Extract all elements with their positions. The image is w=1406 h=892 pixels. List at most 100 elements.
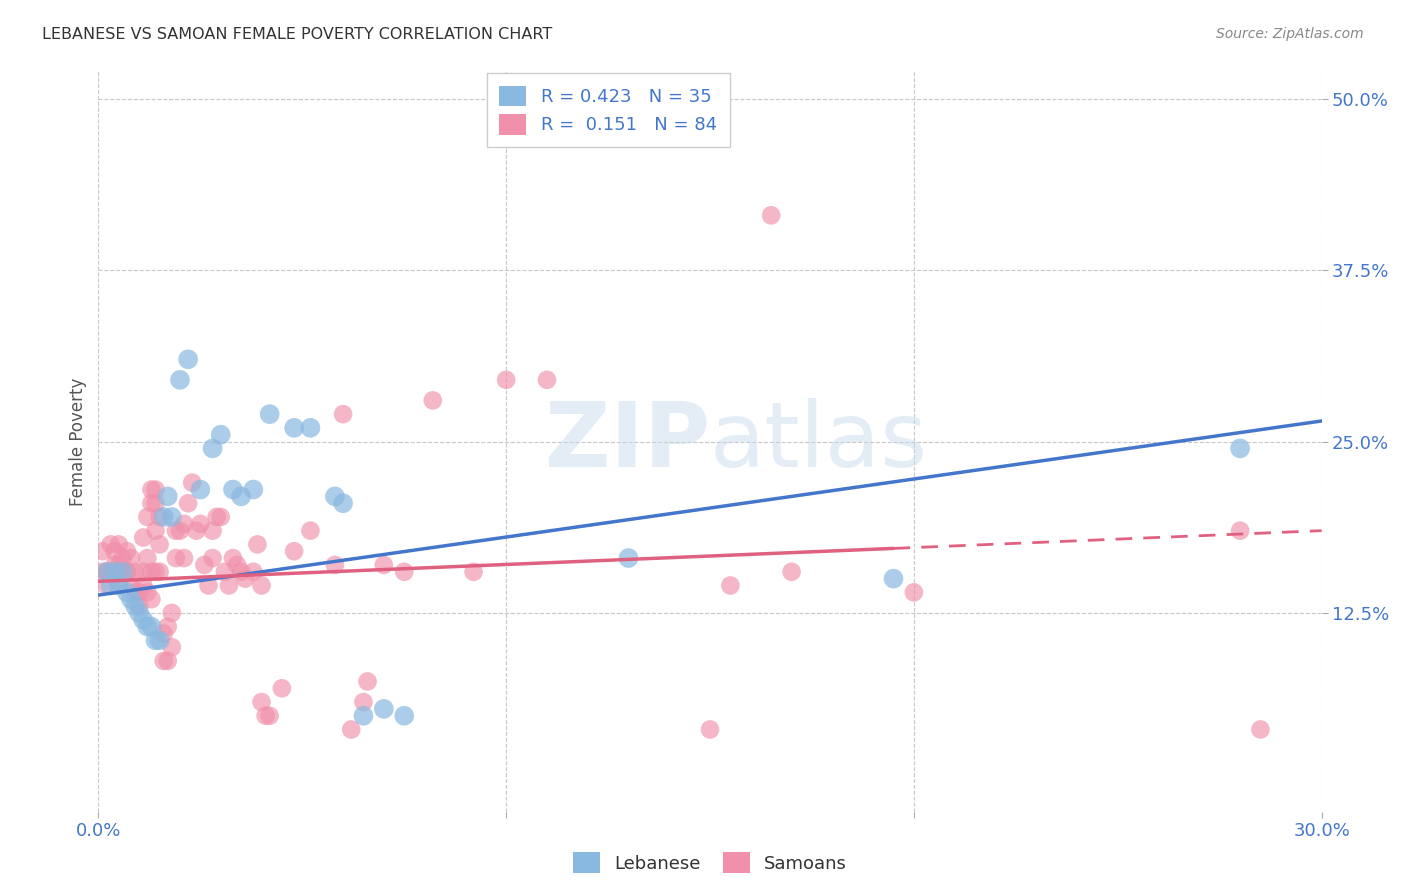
Point — [104, 565, 127, 579]
Point — [136, 619, 159, 633]
Point — [132, 531, 155, 545]
Text: atlas: atlas — [710, 398, 928, 485]
Point — [141, 483, 163, 497]
Point — [115, 565, 138, 579]
Text: ZIP: ZIP — [546, 398, 710, 485]
Point — [193, 558, 215, 572]
Point — [111, 551, 134, 566]
Point — [152, 654, 174, 668]
Text: Source: ZipAtlas.com: Source: ZipAtlas.com — [1216, 27, 1364, 41]
Point — [1229, 442, 1251, 456]
Point — [149, 510, 172, 524]
Point — [201, 524, 224, 538]
Point — [141, 619, 163, 633]
Point — [188, 516, 212, 531]
Point — [205, 510, 228, 524]
Point — [718, 578, 742, 592]
Point — [108, 558, 131, 572]
Point — [128, 585, 150, 599]
Point — [145, 483, 167, 497]
Point — [463, 565, 485, 579]
Point — [136, 510, 159, 524]
Point — [145, 565, 167, 579]
Point — [209, 510, 232, 524]
Point — [780, 565, 803, 579]
Point — [165, 524, 187, 538]
Point — [242, 483, 264, 497]
Point — [132, 565, 155, 579]
Point — [422, 393, 444, 408]
Point — [96, 565, 118, 579]
Point — [883, 572, 905, 586]
Point — [214, 565, 236, 579]
Point — [169, 373, 191, 387]
Point — [340, 723, 363, 737]
Point — [188, 483, 212, 497]
Point — [173, 516, 195, 531]
Point — [145, 633, 167, 648]
Point — [250, 578, 273, 592]
Point — [231, 565, 253, 579]
Point — [250, 695, 273, 709]
Point — [149, 633, 172, 648]
Point — [149, 565, 172, 579]
Point — [141, 565, 163, 579]
Point — [233, 572, 256, 586]
Point — [352, 708, 374, 723]
Point — [332, 496, 354, 510]
Point — [254, 708, 277, 723]
Point — [156, 619, 179, 633]
Point — [283, 421, 305, 435]
Point — [218, 578, 240, 592]
Point — [120, 578, 142, 592]
Point — [186, 524, 208, 538]
Point — [699, 723, 721, 737]
Point — [332, 407, 354, 421]
Point — [536, 373, 558, 387]
Point — [373, 558, 395, 572]
Point — [108, 537, 131, 551]
Point — [152, 510, 174, 524]
Point — [761, 208, 783, 222]
Point — [160, 640, 183, 655]
Point — [132, 578, 155, 592]
Point — [222, 551, 245, 566]
Point — [115, 565, 138, 579]
Point — [181, 475, 204, 490]
Point — [124, 599, 146, 613]
Point — [173, 551, 195, 566]
Point — [177, 496, 200, 510]
Legend: Lebanese, Samoans: Lebanese, Samoans — [562, 842, 858, 884]
Point — [115, 544, 138, 558]
Point — [104, 558, 127, 572]
Point — [100, 537, 122, 551]
Text: LEBANESE VS SAMOAN FEMALE POVERTY CORRELATION CHART: LEBANESE VS SAMOAN FEMALE POVERTY CORREL… — [42, 27, 553, 42]
Point — [392, 565, 416, 579]
Point — [141, 496, 163, 510]
Point — [104, 544, 127, 558]
Point — [141, 592, 163, 607]
Point — [165, 551, 187, 566]
Point — [100, 565, 122, 579]
Point — [108, 578, 131, 592]
Point — [392, 708, 416, 723]
Point — [91, 565, 114, 579]
Point — [222, 483, 245, 497]
Point — [120, 551, 142, 566]
Point — [136, 551, 159, 566]
Point — [124, 565, 146, 579]
Point — [96, 578, 118, 592]
Point — [145, 524, 167, 538]
Point — [152, 626, 174, 640]
Point — [617, 551, 640, 566]
Point — [149, 537, 172, 551]
Point — [231, 489, 253, 503]
Point — [96, 565, 118, 579]
Point — [156, 654, 179, 668]
Point — [128, 599, 150, 613]
Point — [160, 606, 183, 620]
Point — [104, 565, 127, 579]
Point — [259, 708, 281, 723]
Point — [209, 427, 232, 442]
Point — [177, 352, 200, 367]
